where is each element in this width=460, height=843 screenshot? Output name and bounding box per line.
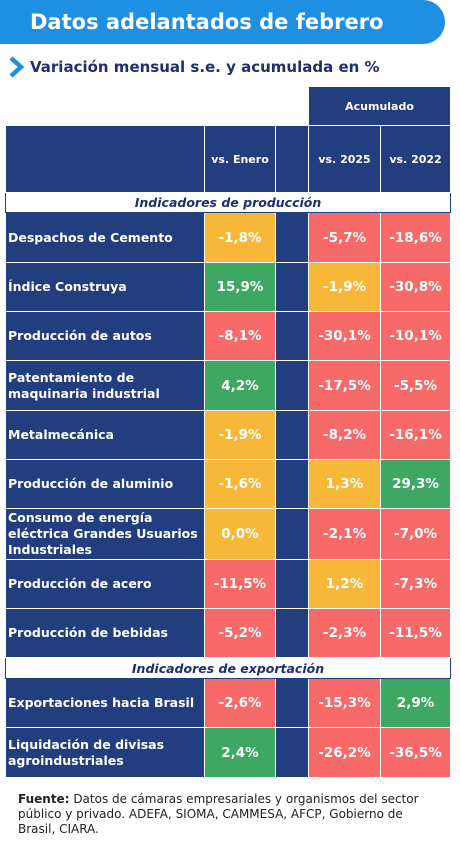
row-separator	[274, 559, 310, 609]
value-vs-enero: -5,2%	[204, 608, 276, 658]
header-vs-2025: vs. 2025	[308, 125, 382, 193]
chevron-right-icon	[9, 56, 25, 78]
value-vs-2022: -30,8%	[380, 262, 452, 312]
value-vs-2022: -36,5%	[380, 727, 452, 778]
section-exportacion: Indicadores de exportación	[4, 657, 452, 679]
value-vs-2022: 29,3%	[380, 459, 452, 509]
row-label: Producción de acero	[5, 559, 205, 609]
value-vs-2025: -5,7%	[308, 212, 382, 263]
row-separator	[274, 212, 310, 263]
source-text: Datos de cámaras empresariales y organis…	[18, 792, 419, 836]
value-vs-2025: -30,1%	[308, 311, 382, 361]
row-separator	[274, 727, 310, 778]
table-row: Producción de autos -8,1% -30,1% -10,1%	[5, 311, 452, 361]
value-vs-2025: -15,3%	[308, 678, 382, 728]
row-label: Despachos de Cemento	[5, 212, 205, 263]
value-vs-enero: -1,9%	[204, 410, 276, 460]
row-separator	[274, 262, 310, 312]
row-separator	[274, 678, 310, 728]
table-row: Producción de acero -11,5% 1,2% -7,3%	[5, 559, 452, 609]
value-vs-enero: 15,9%	[204, 262, 276, 312]
value-vs-2022: -18,6%	[380, 212, 452, 263]
subtitle: Variación mensual s.e. y acumulada en %	[8, 55, 380, 79]
row-label: Consumo de energía eléctrica Grandes Usu…	[5, 508, 205, 560]
value-vs-2025: 1,2%	[308, 559, 382, 609]
value-vs-enero: -2,6%	[204, 678, 276, 728]
row-label: Producción de autos	[5, 311, 205, 361]
table-row: Liquidación de divisas agroindustriales …	[5, 727, 452, 778]
value-vs-enero: -11,5%	[204, 559, 276, 609]
table-row: Patentamiento de maquinaria industrial 4…	[5, 360, 452, 411]
header-vs-enero: vs. Enero	[204, 125, 276, 193]
row-label: Liquidación de divisas agroindustriales	[5, 727, 205, 778]
section-produccion: Indicadores de producción	[4, 192, 452, 213]
source-note: Fuente: Datos de cámaras empresariales y…	[18, 792, 428, 837]
row-label: Producción de bebidas	[5, 608, 205, 658]
value-vs-enero: -8,1%	[204, 311, 276, 361]
row-label: Producción de aluminio	[5, 459, 205, 509]
value-vs-2025: -17,5%	[308, 360, 382, 411]
row-label: Patentamiento de maquinaria industrial	[5, 360, 205, 411]
value-vs-2022: 2,9%	[380, 678, 452, 728]
header-separator	[274, 125, 310, 193]
table-row: Metalmecánica -1,9% -8,2% -16,1%	[5, 410, 452, 460]
table-row: Exportaciones hacia Brasil -2,6% -15,3% …	[5, 678, 452, 728]
table-row: Índice Construya 15,9% -1,9% -30,8%	[5, 262, 452, 312]
table-row: Producción de aluminio -1,6% 1,3% 29,3%	[5, 459, 452, 509]
row-separator	[274, 508, 310, 560]
row-separator	[274, 459, 310, 509]
row-label: Metalmecánica	[5, 410, 205, 460]
value-vs-2025: -8,2%	[308, 410, 382, 460]
value-vs-2022: -10,1%	[380, 311, 452, 361]
subtitle-text: Variación mensual s.e. y acumulada en %	[30, 58, 380, 76]
title-banner: Datos adelantados de febrero	[0, 0, 445, 44]
value-vs-2022: -7,0%	[380, 508, 452, 560]
table-row: Producción de bebidas -5,2% -2,3% -11,5%	[5, 608, 452, 658]
value-vs-enero: -1,8%	[204, 212, 276, 263]
section-row-exportacion: Indicadores de exportación	[4, 657, 452, 679]
header-indicator	[5, 125, 205, 193]
row-separator	[274, 410, 310, 460]
value-vs-2022: -7,3%	[380, 559, 452, 609]
value-vs-2022: -11,5%	[380, 608, 452, 658]
indicators-table: Acumulado vs. Enero vs. 2025 vs. 2022 In…	[4, 86, 452, 778]
source-label: Fuente:	[18, 792, 70, 806]
row-separator	[274, 360, 310, 411]
value-vs-2025: -26,2%	[308, 727, 382, 778]
value-vs-2022: -16,1%	[380, 410, 452, 460]
row-label: Índice Construya	[5, 262, 205, 312]
value-vs-2025: -1,9%	[308, 262, 382, 312]
value-vs-2025: -2,1%	[308, 508, 382, 560]
section-row-produccion: Indicadores de producción	[4, 192, 452, 213]
value-vs-2025: 1,3%	[308, 459, 382, 509]
value-vs-2025: -2,3%	[308, 608, 382, 658]
row-separator	[274, 311, 310, 361]
value-vs-enero: -1,6%	[204, 459, 276, 509]
value-vs-enero: 4,2%	[204, 360, 276, 411]
value-vs-enero: 2,4%	[204, 727, 276, 778]
header-blank	[4, 86, 310, 126]
value-vs-2022: -5,5%	[380, 360, 452, 411]
page-title: Datos adelantados de febrero	[30, 10, 384, 34]
value-vs-enero: 0,0%	[204, 508, 276, 560]
row-separator	[274, 608, 310, 658]
row-label: Exportaciones hacia Brasil	[5, 678, 205, 728]
header-vs-2022: vs. 2022	[380, 125, 452, 193]
header-row: vs. Enero vs. 2025 vs. 2022	[5, 125, 452, 193]
header-row-top: Acumulado	[4, 86, 452, 126]
table-row: Consumo de energía eléctrica Grandes Usu…	[5, 508, 452, 560]
table-row: Despachos de Cemento -1,8% -5,7% -18,6%	[5, 212, 452, 263]
header-acumulado: Acumulado	[308, 86, 452, 126]
